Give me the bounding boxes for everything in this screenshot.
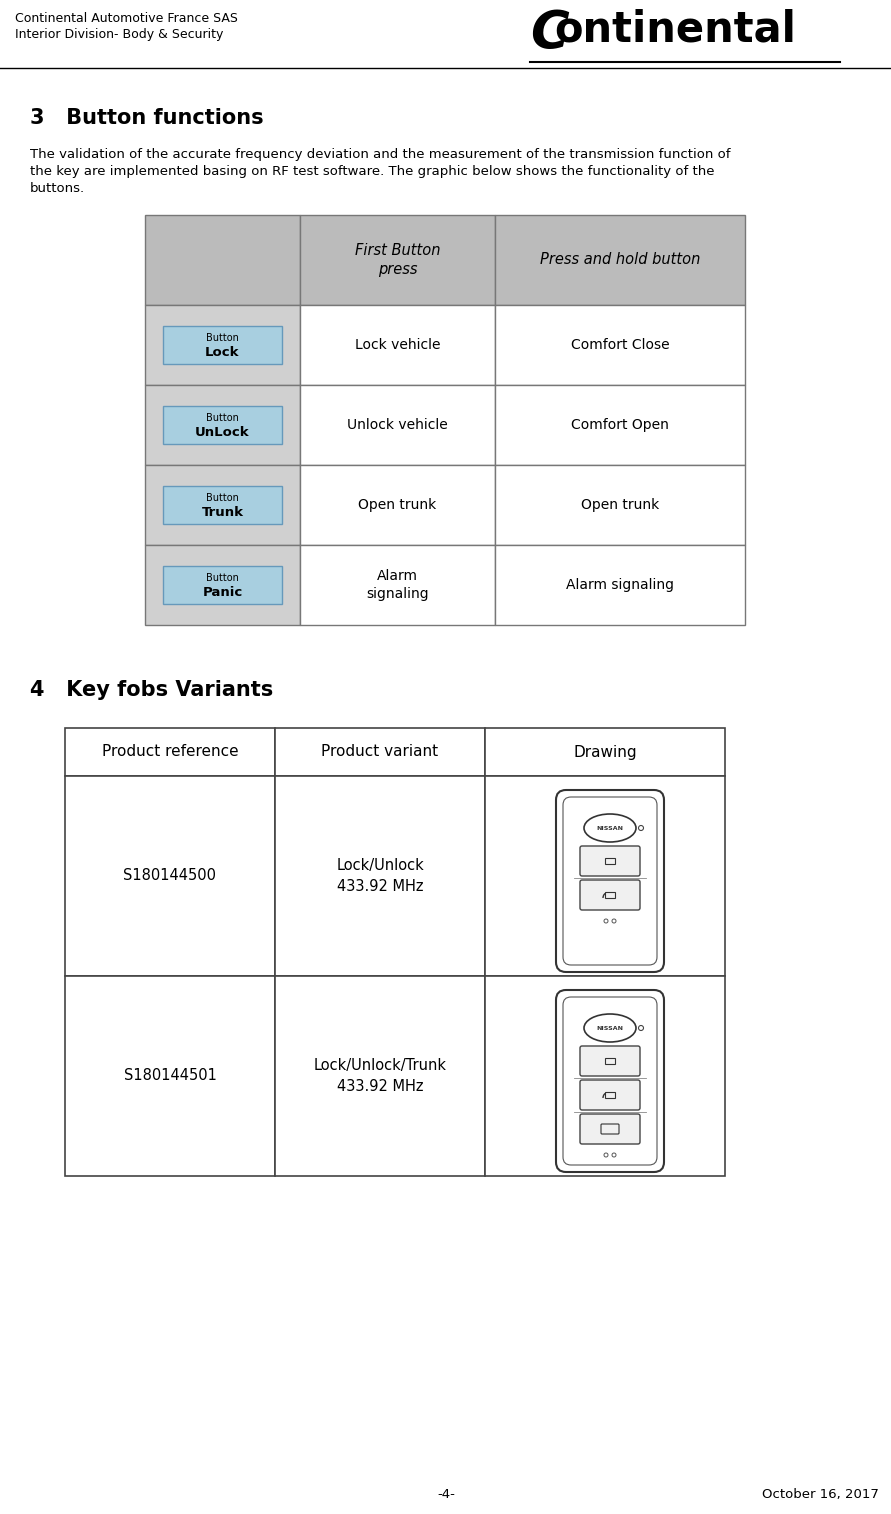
Text: Trunk: Trunk: [201, 507, 243, 519]
Bar: [163, 406, 282, 444]
Bar: [145, 465, 300, 545]
Text: Comfort Close: Comfort Close: [571, 338, 669, 351]
Ellipse shape: [584, 1014, 636, 1042]
Circle shape: [604, 919, 608, 924]
Bar: [145, 215, 300, 304]
Bar: [485, 728, 725, 777]
Text: 4   Key fobs Variants: 4 Key fobs Variants: [30, 680, 274, 699]
Ellipse shape: [584, 815, 636, 842]
Text: S180144500: S180144500: [124, 869, 217, 884]
Bar: [495, 465, 745, 545]
Text: Comfort Open: Comfort Open: [571, 418, 669, 431]
Bar: [605, 1092, 615, 1098]
Bar: [163, 566, 282, 604]
Text: Alarm signaling: Alarm signaling: [566, 578, 674, 592]
Text: Drawing: Drawing: [573, 745, 637, 760]
Text: Button: Button: [206, 333, 239, 344]
Text: Press and hold button: Press and hold button: [540, 253, 700, 268]
Text: Button: Button: [206, 413, 239, 422]
FancyBboxPatch shape: [580, 1079, 640, 1110]
Text: NISSAN: NISSAN: [596, 825, 624, 831]
Bar: [300, 465, 495, 545]
Bar: [605, 892, 615, 898]
Circle shape: [639, 825, 643, 831]
Bar: [275, 977, 485, 1176]
Text: The validation of the accurate frequency deviation and the measurement of the tr: The validation of the accurate frequency…: [30, 148, 731, 160]
Bar: [65, 977, 275, 1176]
Text: October 16, 2017: October 16, 2017: [762, 1488, 879, 1500]
Text: Lock: Lock: [205, 347, 240, 359]
Bar: [163, 326, 282, 363]
Text: buttons.: buttons.: [30, 182, 86, 195]
Bar: [300, 385, 495, 465]
Text: ontinental: ontinental: [554, 8, 796, 50]
Bar: [495, 545, 745, 625]
Bar: [65, 728, 275, 777]
Bar: [275, 777, 485, 977]
Bar: [605, 1058, 615, 1064]
Text: Lock vehicle: Lock vehicle: [355, 338, 440, 351]
Bar: [65, 777, 275, 977]
Text: Lock/Unlock
433.92 MHz: Lock/Unlock 433.92 MHz: [336, 858, 424, 893]
FancyBboxPatch shape: [601, 1123, 619, 1134]
Text: 3   Button functions: 3 Button functions: [30, 107, 264, 129]
Bar: [495, 304, 745, 385]
Text: Unlock vehicle: Unlock vehicle: [347, 418, 448, 431]
Bar: [163, 486, 282, 524]
Bar: [495, 385, 745, 465]
Bar: [300, 545, 495, 625]
Bar: [145, 545, 300, 625]
Text: S180144501: S180144501: [124, 1069, 217, 1084]
Circle shape: [604, 1154, 608, 1157]
Bar: [300, 215, 495, 304]
Circle shape: [639, 1025, 643, 1031]
Text: Continental Automotive France SAS: Continental Automotive France SAS: [15, 12, 238, 26]
Text: Lock/Unlock/Trunk
433.92 MHz: Lock/Unlock/Trunk 433.92 MHz: [314, 1058, 446, 1095]
Text: Alarm
signaling: Alarm signaling: [366, 569, 429, 601]
FancyBboxPatch shape: [580, 880, 640, 910]
Text: Open trunk: Open trunk: [358, 498, 437, 512]
Circle shape: [612, 919, 616, 924]
Text: Product reference: Product reference: [102, 745, 238, 760]
Bar: [485, 777, 725, 977]
Bar: [605, 858, 615, 864]
Text: Open trunk: Open trunk: [581, 498, 659, 512]
Text: NISSAN: NISSAN: [596, 1025, 624, 1031]
Bar: [275, 728, 485, 777]
FancyBboxPatch shape: [580, 846, 640, 877]
Text: Panic: Panic: [202, 586, 242, 600]
Text: C: C: [530, 8, 568, 61]
Text: UnLock: UnLock: [195, 427, 249, 439]
Text: -4-: -4-: [437, 1488, 455, 1500]
Text: Product variant: Product variant: [322, 745, 438, 760]
Text: Interior Division- Body & Security: Interior Division- Body & Security: [15, 27, 224, 41]
Bar: [495, 215, 745, 304]
Bar: [485, 977, 725, 1176]
Bar: [145, 304, 300, 385]
Bar: [145, 385, 300, 465]
FancyBboxPatch shape: [556, 990, 664, 1172]
FancyBboxPatch shape: [580, 1114, 640, 1145]
Text: First Button
press: First Button press: [355, 242, 440, 277]
Circle shape: [612, 1154, 616, 1157]
Text: Button: Button: [206, 572, 239, 583]
Text: Button: Button: [206, 494, 239, 503]
Bar: [300, 304, 495, 385]
FancyBboxPatch shape: [556, 790, 664, 972]
Text: the key are implemented basing on RF test software. The graphic below shows the : the key are implemented basing on RF tes…: [30, 165, 715, 179]
FancyBboxPatch shape: [580, 1046, 640, 1076]
